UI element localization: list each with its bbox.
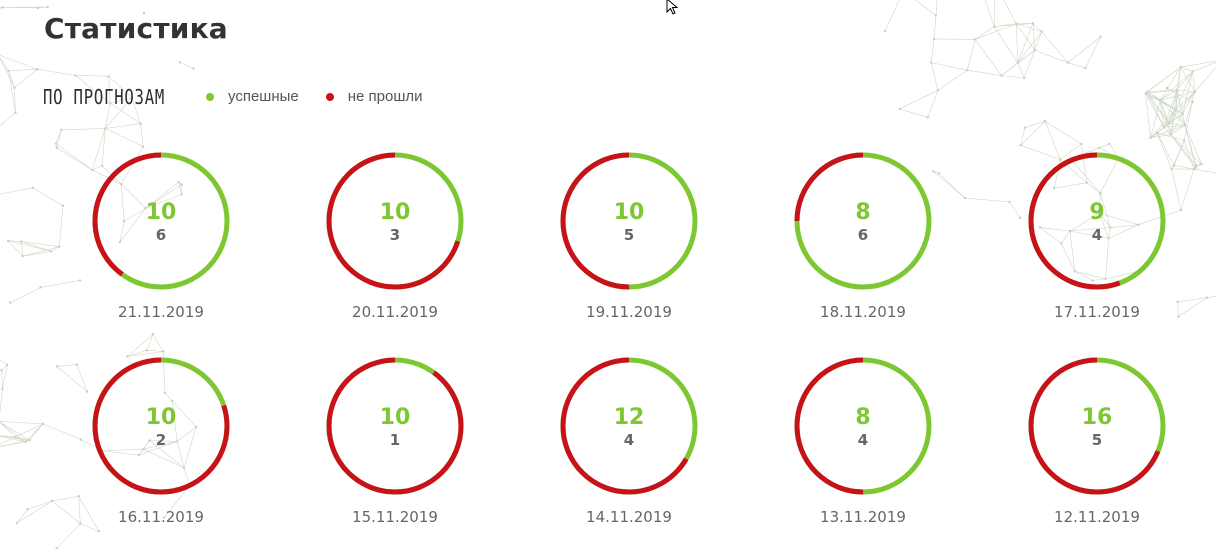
donut-total-label: 10 [380,405,411,430]
donut-success-label: 2 [156,431,166,449]
donut-total-label: 12 [614,405,645,430]
donut-chart-item: 103 20.11.2019 [326,152,464,321]
legend: успешные не прошли [206,88,450,105]
legend-item-failed: не прошли [325,88,423,105]
page-title: Статистика [44,12,228,45]
donut-date-label: 14.11.2019 [586,508,672,526]
donut-total-label: 10 [380,200,411,225]
donut-total-label: 10 [146,405,177,430]
donut-failed-arc [1028,152,1166,290]
legend-item-success: успешные [206,88,299,105]
donut-chart-item: 94 17.11.2019 [1028,152,1166,321]
donut-failed-arc [560,152,698,290]
donut-failed-arc [794,357,932,495]
donut-date-label: 15.11.2019 [352,508,438,526]
donut-failed-arc [92,357,230,495]
donut-success-label: 4 [1092,226,1102,244]
donut-total-label: 10 [146,200,177,225]
donut-success-label: 4 [858,431,868,449]
donut-total-label: 9 [1089,200,1104,225]
donut-total-label: 8 [855,200,870,225]
donut-failed-arc [1028,357,1166,495]
donut-total-label: 8 [855,405,870,430]
donut-success-label: 1 [390,431,400,449]
legend-label-success: успешные [228,88,299,105]
donut-chart-item: 124 14.11.2019 [560,357,698,526]
donut-chart-item: 84 13.11.2019 [794,357,932,526]
donut-total-label: 10 [614,200,645,225]
donut-success-label: 6 [858,226,868,244]
donut-success-label: 6 [156,226,166,244]
donut-date-label: 18.11.2019 [820,303,906,321]
donut-failed-arc [560,357,698,495]
legend-dot-failed [325,92,334,101]
legend-dot-success [206,92,214,101]
donut-chart-item: 106 21.11.2019 [92,152,230,321]
section-label: ПО ПРОГНОЗАМ [43,85,166,109]
legend-label-failed: не прошли [347,88,423,105]
donut-success-label: 3 [390,226,400,244]
donut-chart-item: 86 18.11.2019 [794,152,932,321]
donut-date-label: 13.11.2019 [820,508,906,526]
donut-failed-arc [326,357,464,495]
donut-chart-item: 105 19.11.2019 [560,152,698,321]
donut-date-label: 12.11.2019 [1054,508,1140,526]
donut-date-label: 19.11.2019 [586,303,672,321]
donut-date-label: 21.11.2019 [118,303,204,321]
donut-failed-arc [794,152,932,290]
donut-date-label: 16.11.2019 [118,508,204,526]
donut-date-label: 17.11.2019 [1054,303,1140,321]
donut-chart-item: 102 16.11.2019 [92,357,230,526]
donut-total-label: 16 [1082,405,1113,430]
donut-failed-arc [326,152,464,290]
donut-success-label: 5 [624,226,634,244]
donut-chart-item: 101 15.11.2019 [326,357,464,526]
donut-success-label: 5 [1092,431,1102,449]
mouse-cursor-icon [666,0,679,15]
donut-date-label: 20.11.2019 [352,303,438,321]
donut-success-label: 4 [624,431,634,449]
donut-chart-item: 165 12.11.2019 [1028,357,1166,526]
donut-failed-arc [92,152,230,290]
